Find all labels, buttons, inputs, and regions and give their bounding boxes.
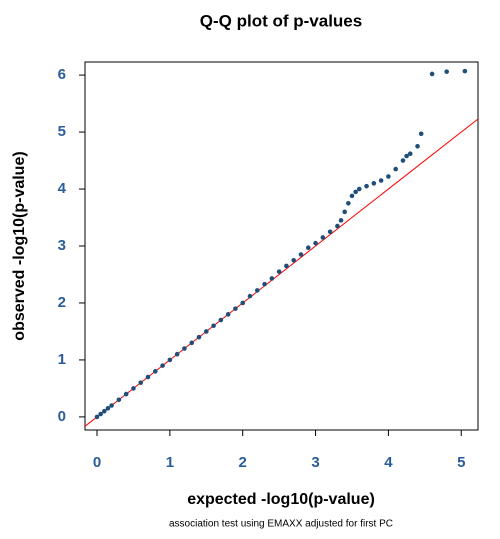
point bbox=[196, 334, 202, 340]
y-tick-label: 4 bbox=[58, 180, 67, 197]
chart-title: Q-Q plot of p-values bbox=[200, 11, 362, 30]
x-tick-label: 3 bbox=[311, 454, 319, 471]
point bbox=[346, 200, 351, 206]
point bbox=[404, 153, 409, 159]
point bbox=[105, 406, 111, 411]
point bbox=[298, 252, 304, 257]
y-tick-label: 1 bbox=[58, 351, 66, 368]
point bbox=[233, 306, 238, 311]
point bbox=[356, 186, 362, 192]
point bbox=[378, 178, 384, 183]
point bbox=[131, 386, 136, 391]
point bbox=[415, 144, 420, 149]
subtitle: association test using EMAXX adjusted fo… bbox=[169, 519, 393, 530]
point bbox=[189, 340, 195, 346]
point bbox=[276, 269, 282, 274]
point bbox=[160, 363, 165, 368]
point bbox=[116, 397, 122, 403]
y-tick-label: 5 bbox=[58, 123, 66, 140]
point bbox=[338, 218, 344, 223]
point bbox=[174, 351, 180, 357]
point bbox=[123, 391, 129, 397]
x-tick-label: 5 bbox=[457, 454, 465, 471]
point bbox=[320, 235, 326, 240]
x-tick-label: 4 bbox=[384, 454, 393, 471]
point bbox=[269, 276, 275, 281]
point bbox=[353, 189, 358, 195]
point bbox=[400, 158, 406, 163]
plot-frame bbox=[84, 61, 479, 431]
point bbox=[407, 151, 413, 157]
point bbox=[254, 288, 260, 293]
point bbox=[335, 223, 340, 229]
point bbox=[327, 229, 333, 235]
point bbox=[94, 414, 100, 420]
point bbox=[167, 357, 173, 363]
y-axis-label: observed -log10(p-value) bbox=[11, 151, 28, 340]
point bbox=[444, 69, 449, 74]
y-tick-label: 0 bbox=[58, 408, 66, 425]
point bbox=[386, 174, 391, 179]
point bbox=[182, 346, 187, 351]
point bbox=[225, 312, 231, 317]
x-tick-label: 0 bbox=[93, 454, 101, 471]
point bbox=[462, 68, 468, 74]
point bbox=[240, 300, 246, 306]
x-tick-label: 2 bbox=[239, 454, 247, 471]
point bbox=[138, 380, 144, 386]
point bbox=[152, 369, 158, 374]
point bbox=[429, 71, 435, 77]
point bbox=[313, 240, 318, 246]
point bbox=[284, 263, 289, 269]
point bbox=[291, 257, 297, 263]
point bbox=[364, 183, 369, 189]
point bbox=[262, 281, 267, 287]
y-tick-label: 3 bbox=[58, 237, 66, 254]
point bbox=[371, 181, 377, 186]
point bbox=[247, 293, 253, 299]
point bbox=[342, 209, 347, 215]
y-tick-label: 2 bbox=[58, 294, 66, 311]
point bbox=[203, 329, 209, 334]
point bbox=[98, 411, 103, 417]
point bbox=[418, 131, 424, 137]
x-axis-label: expected -log10(p-value) bbox=[187, 491, 375, 508]
point bbox=[102, 408, 107, 414]
point bbox=[211, 323, 216, 329]
y-tick-label: 6 bbox=[58, 66, 66, 83]
reference-line bbox=[84, 118, 479, 427]
point bbox=[349, 193, 355, 199]
point bbox=[145, 374, 151, 380]
point bbox=[109, 403, 114, 408]
point bbox=[218, 317, 224, 323]
point bbox=[305, 245, 311, 251]
x-tick-label: 1 bbox=[166, 454, 174, 471]
point bbox=[393, 166, 398, 172]
